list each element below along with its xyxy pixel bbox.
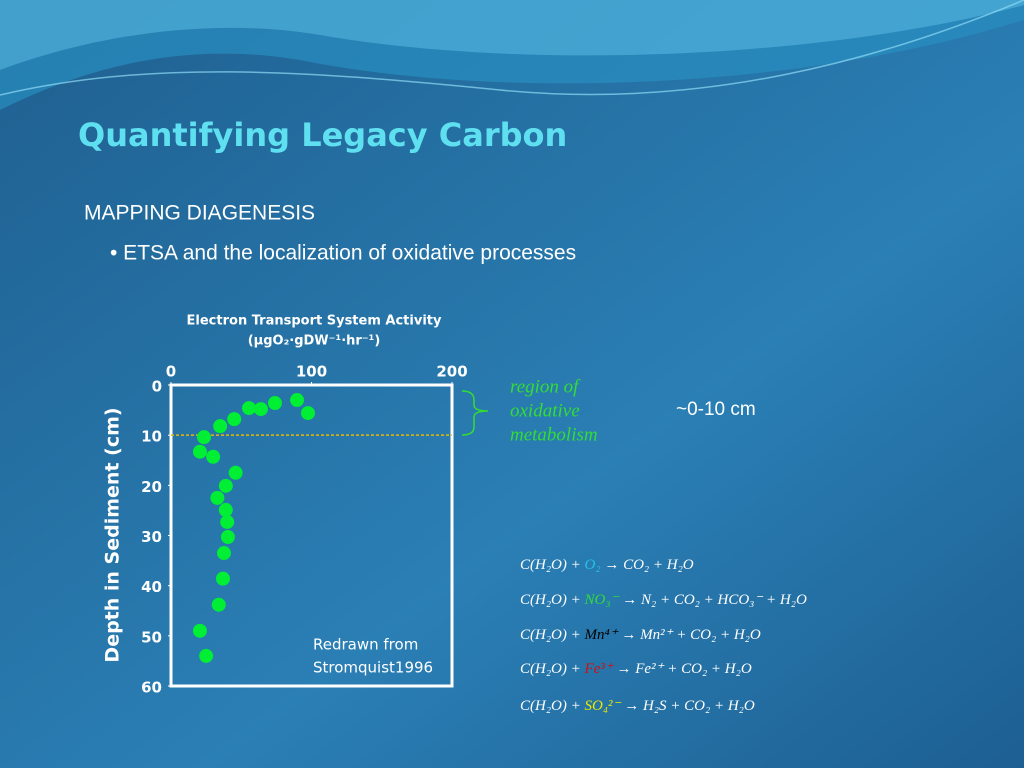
equation: C(H₂O) + SO₄²⁻ → H₂S + CO₂ + H₂O [520, 698, 755, 714]
region-label: metabolism [510, 424, 598, 445]
equation-species: O₂ [585, 557, 601, 573]
point [206, 449, 221, 464]
equation-right: → N₂ + CO₂ + HCO₃⁻ + H₂O [618, 592, 806, 608]
y-tick-label: 50 [141, 628, 162, 646]
bracket [461, 390, 489, 436]
equation-left: C(H₂O) + [520, 627, 585, 643]
equation: C(H₂O) + O₂ → CO₂ + H₂O [520, 557, 694, 573]
point [253, 402, 268, 417]
chart-title: Electron Transport System Activity [187, 314, 442, 329]
annotation: Redrawn from [313, 636, 418, 654]
y-axis-title: Depth in Sediment (cm) [102, 407, 124, 662]
x-tick-label: 0 [166, 363, 176, 381]
region-label: oxidative [510, 400, 580, 421]
y-tick-label: 30 [141, 528, 162, 546]
point [192, 623, 207, 638]
point [197, 430, 212, 445]
point [218, 502, 233, 517]
slide-title: Quantifying Legacy Carbon [78, 116, 567, 154]
point [228, 465, 243, 480]
point [215, 571, 230, 586]
point [216, 546, 231, 561]
equation-left: C(H₂O) + [520, 661, 585, 677]
chart-title: (μgO₂·gDW⁻¹·hr⁻¹) [248, 334, 381, 349]
y-tick-label: 20 [141, 478, 162, 496]
equation: C(H₂O) + Fe³⁺ → Fe²⁺ + CO₂ + H₂O [520, 661, 752, 677]
equation-right: → CO₂ + H₂O [601, 557, 694, 573]
range-label: ~0-10 cm [676, 399, 756, 420]
equation-right: → Fe²⁺ + CO₂ + H₂O [613, 661, 752, 677]
region-label: region of [510, 376, 581, 397]
equation-left: C(H₂O) + [520, 557, 585, 573]
equation-species: Fe³⁺ [584, 661, 614, 677]
point [267, 396, 282, 411]
point [211, 597, 226, 612]
point [192, 444, 207, 459]
point [213, 419, 228, 434]
bullet: • ETSA and the localization of oxidative… [110, 242, 576, 265]
annotation: Stromquist1996 [313, 659, 433, 677]
y-tick-label: 60 [141, 679, 162, 697]
heading: MAPPING DIAGENESIS [84, 202, 315, 225]
equation-species: Mn⁴⁺ [584, 627, 619, 643]
x-tick-label: 200 [436, 363, 467, 381]
point [220, 530, 235, 545]
point [199, 648, 214, 663]
y-tick-label: 0 [152, 378, 162, 396]
point [227, 412, 242, 427]
x-tick-label: 100 [296, 363, 327, 381]
equation-left: C(H₂O) + [520, 592, 585, 608]
equation-right: → H₂S + CO₂ + H₂O [620, 698, 754, 714]
point [300, 406, 315, 421]
y-tick-label: 10 [141, 428, 162, 446]
wave-line [0, 0, 1024, 96]
point [220, 514, 235, 529]
equation-right: → Mn²⁺ + CO₂ + H₂O [618, 627, 761, 643]
equation-left: C(H₂O) + [520, 698, 585, 714]
equation-species: SO₄²⁻ [585, 698, 622, 714]
wave [0, 0, 1024, 70]
equation: C(H₂O) + Mn⁴⁺ → Mn²⁺ + CO₂ + H₂O [520, 627, 761, 643]
point [210, 490, 225, 505]
y-tick-label: 40 [141, 578, 162, 596]
equation: C(H₂O) + NO₃⁻ → N₂ + CO₂ + HCO₃⁻ + H₂O [520, 592, 807, 608]
point [218, 478, 233, 493]
equation-species: NO₃⁻ [584, 592, 620, 608]
point [241, 401, 256, 416]
point [290, 393, 305, 408]
